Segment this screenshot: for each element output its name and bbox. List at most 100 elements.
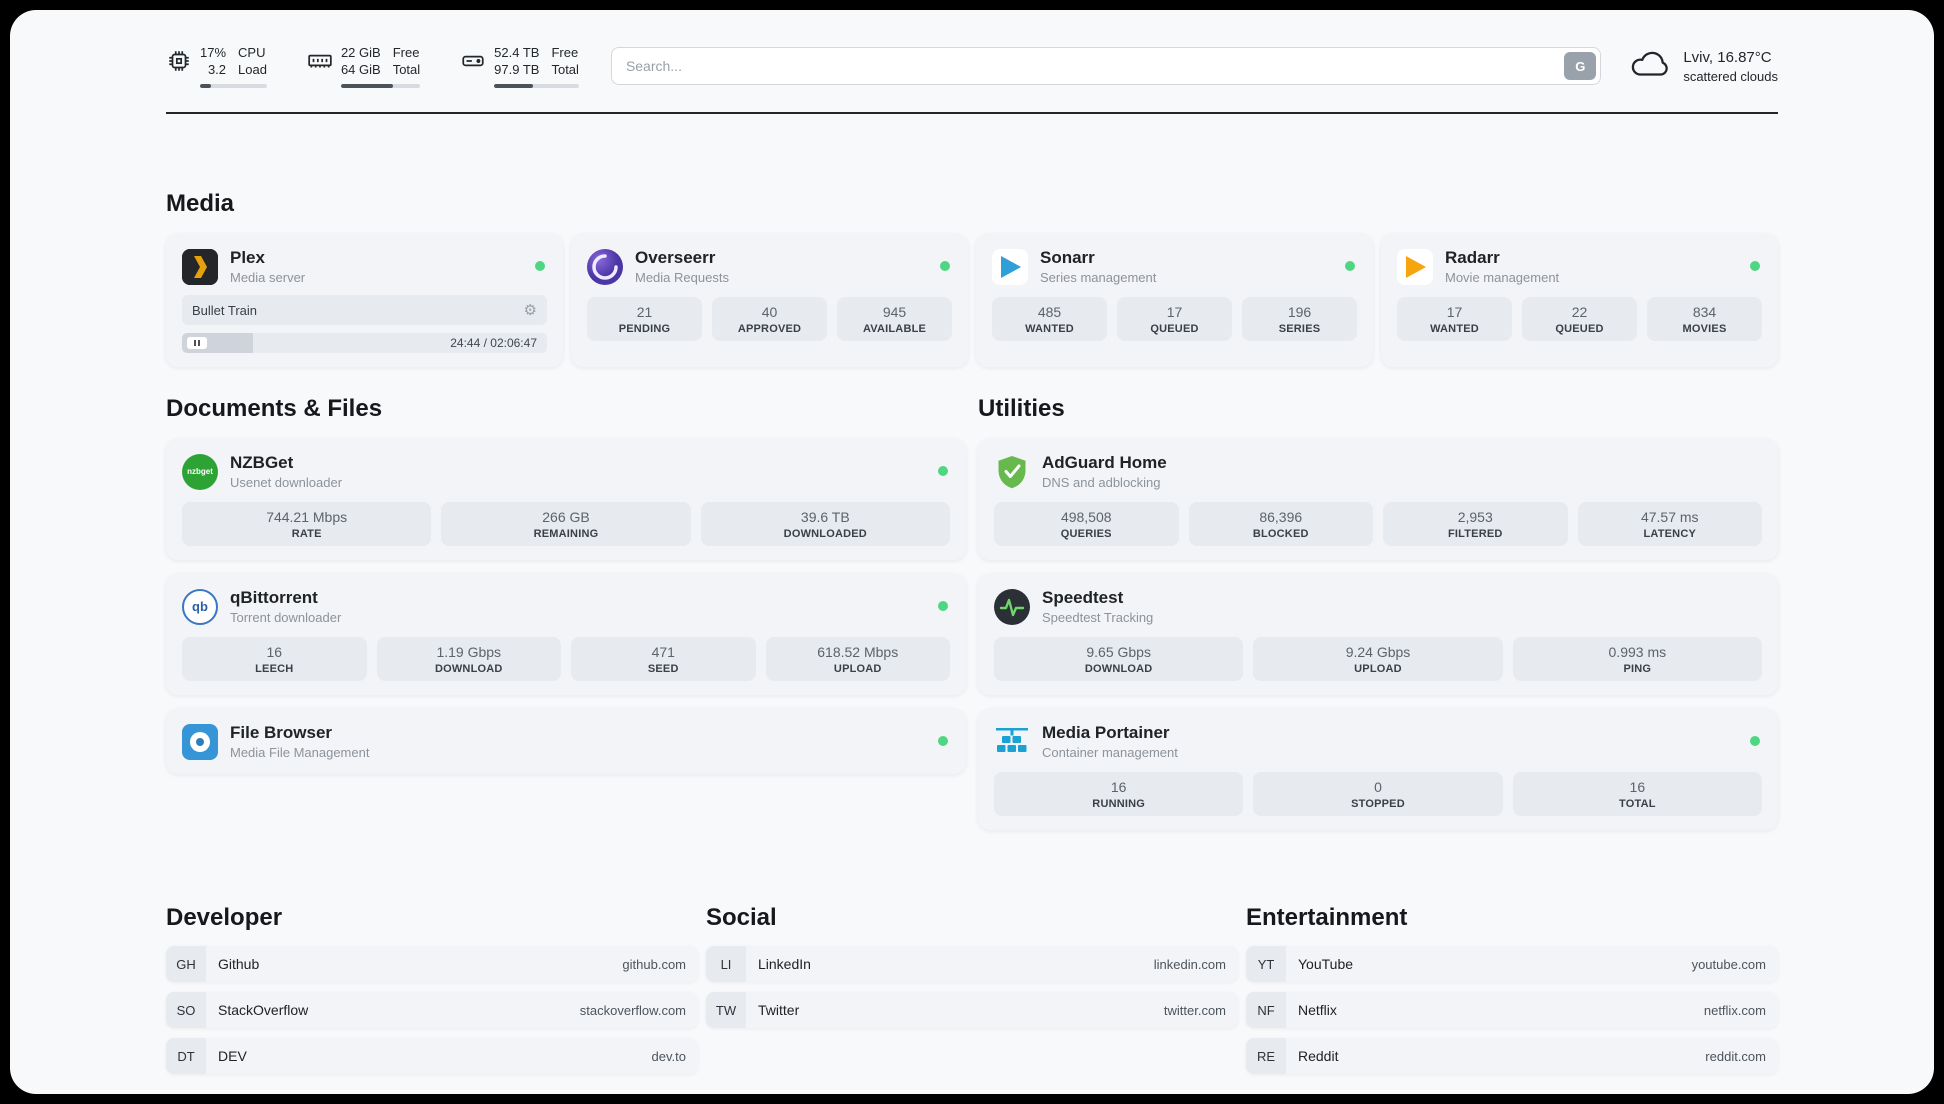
documents-column: Documents & Files nzbget NZBGet Usenet d… [166,395,966,788]
plex-icon [182,248,218,285]
bookmark-name: Twitter [758,1002,800,1018]
stat-box: 16 TOTAL [1512,772,1762,816]
stat-label: LEECH [255,663,294,675]
app-name: Radarr [1445,248,1500,267]
cpu-usage: 17% [200,45,227,60]
bookmark-name: YouTube [1298,956,1354,972]
bookmark-abbr: TW [706,992,746,1028]
stat-box: 17 WANTED [1397,297,1512,341]
stat-box: 21 PENDING [587,297,702,341]
stat-value: 9.65 Gbps [1086,644,1151,660]
stat-box: 22 QUEUED [1522,297,1637,341]
disk-progress-bar [494,84,579,88]
bookmark-url: twitter.com [1163,1002,1226,1018]
status-dot [938,736,948,746]
card-speedtest[interactable]: Speedtest Speedtest Tracking 9.65 Gbps D… [978,574,1778,695]
cpu-progress-fill [200,84,212,88]
bookmark-name: Github [218,956,260,972]
ram-total-value: 64 GiB [340,62,381,77]
stat-box: 0 STOPPED [1253,772,1503,816]
search-engine-button[interactable]: G [1564,52,1597,80]
stat-value: 1.19 Gbps [436,644,502,660]
status-dot [535,261,545,271]
ram-progress-fill [340,84,394,88]
card-qbittorrent[interactable]: qb qBittorrent Torrent downloader 16 LEE… [166,574,966,695]
bookmark-url: youtube.com [1691,956,1766,972]
stat-label: PING [1623,663,1652,675]
nzbget-icon: nzbget [182,453,218,490]
ram-total-label: Total [392,62,421,77]
bookmark-url: github.com [622,956,686,972]
section-title-documents: Documents & Files [166,395,383,422]
search-input[interactable] [610,47,1602,85]
stat-value: 196 [1287,304,1312,320]
stat-box: 0.993 ms PING [1512,637,1762,681]
bookmark-stackoverflow[interactable]: SO StackOverflow stackoverflow.com [166,992,698,1028]
stat-box: 834 MOVIES [1647,297,1762,341]
stat-box: 40 APPROVED [712,297,827,341]
stat-value: 40 [761,304,778,320]
app-name: NZBGet [230,453,294,472]
card-nzbget[interactable]: nzbget NZBGet Usenet downloader 744.21 M… [166,439,966,560]
hard-drive-icon [460,48,486,74]
qbittorrent-icon: qb [182,588,218,625]
cpu-chip-icon [166,48,192,74]
filebrowser-icon [182,723,218,760]
app-name: AdGuard Home [1042,453,1167,472]
card-adguard[interactable]: AdGuard Home DNS and adblocking 498,508 … [978,439,1778,560]
playback-progress-bar: 24:44 / 02:06:47 [182,333,547,353]
bookmark-dev[interactable]: DT DEV dev.to [166,1038,698,1074]
app-name: qBittorrent [230,588,318,607]
status-dot [1750,261,1760,271]
radarr-icon [1397,248,1433,285]
cpu-label: CPU [238,45,266,60]
stat-box: 39.6 TB DOWNLOADED [700,502,950,546]
gear-icon[interactable]: ⚙ [523,302,537,319]
stat-value: 39.6 TB [800,509,850,525]
search-container: G [610,47,1602,85]
bookmark-url: reddit.com [1705,1048,1766,1064]
section-title-utilities: Utilities [978,395,1065,422]
disk-stat: 52.4 TB 97.9 TB Free Total [460,44,579,88]
bookmark-twitter[interactable]: TW Twitter twitter.com [706,992,1238,1028]
bookmark-reddit[interactable]: RE Reddit reddit.com [1246,1038,1778,1074]
bookmark-netflix[interactable]: NF Netflix netflix.com [1246,992,1778,1028]
card-sonarr[interactable]: Sonarr Series management 485 WANTED 17 Q… [976,234,1373,367]
stat-value: 498,508 [1060,509,1112,525]
stat-box: 1.19 Gbps DOWNLOAD [376,637,561,681]
app-subtitle: Media server [230,270,306,285]
stat-label: LATENCY [1643,528,1697,540]
card-portainer[interactable]: Media Portainer Container management 16 … [978,709,1778,830]
stat-value: 945 [882,304,907,320]
section-title-developer: Developer [166,904,283,931]
bookmark-url: netflix.com [1703,1002,1766,1018]
developer-bookmarks: Developer GH Github github.com SO StackO… [166,904,698,1084]
app-subtitle: Media Requests [635,270,729,285]
stat-value: 21 [636,304,653,320]
stat-box: 196 SERIES [1242,297,1357,341]
card-radarr[interactable]: Radarr Movie management 17 WANTED 22 QUE… [1381,234,1778,367]
top-bar: 17% 3.2 CPU Load [166,10,1778,88]
status-dot [1345,261,1355,271]
bookmark-github[interactable]: GH Github github.com [166,946,698,982]
app-subtitle: Movie management [1445,270,1560,285]
bookmark-url: dev.to [651,1048,686,1064]
weather-widget: Lviv, 16.87°C scattered clouds [1629,49,1778,84]
card-filebrowser[interactable]: File Browser Media File Management [166,709,966,774]
disk-progress-fill [494,84,534,88]
speedtest-icon [994,588,1030,625]
disk-total-label: Total [551,62,579,77]
ram-free-value: 22 GiB [340,45,381,60]
stat-label: UPLOAD [1354,663,1402,675]
app-name: Speedtest [1042,588,1124,607]
bookmark-linkedin[interactable]: LI LinkedIn linkedin.com [706,946,1238,982]
stat-label: MOVIES [1682,323,1727,335]
app-name: Media Portainer [1042,723,1170,742]
pause-button[interactable] [187,337,207,349]
card-plex[interactable]: Plex Media server Bullet Train ⚙ 24:44 /… [166,234,563,367]
card-overseerr[interactable]: Overseerr Media Requests 21 PENDING 40 A… [571,234,968,367]
stat-value: 471 [651,644,675,660]
ram-progress-bar [340,84,421,88]
bookmark-youtube[interactable]: YT YouTube youtube.com [1246,946,1778,982]
media-grid: Plex Media server Bullet Train ⚙ 24:44 /… [166,234,1778,367]
